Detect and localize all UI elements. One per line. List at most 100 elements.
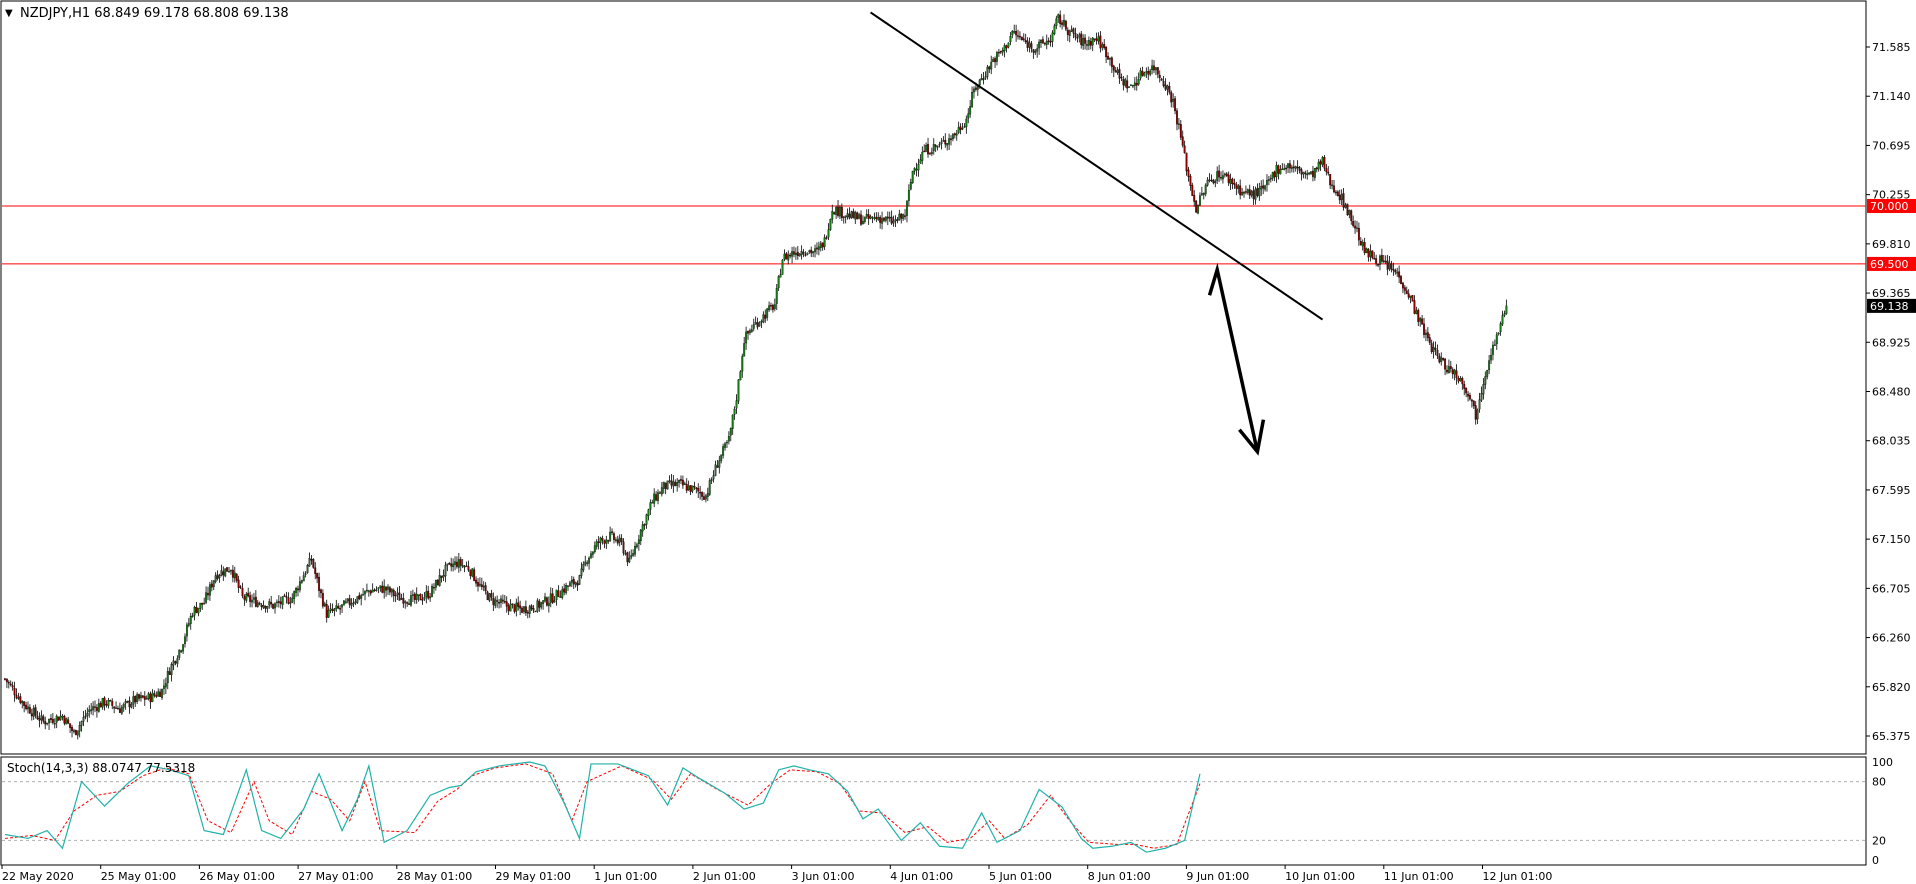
candle-body[interactable] — [27, 706, 29, 710]
candle-body[interactable] — [1415, 310, 1418, 315]
candle-body[interactable] — [1174, 98, 1177, 112]
candle-body[interactable] — [1469, 394, 1471, 400]
candle-body[interactable] — [1026, 40, 1029, 48]
candle-body[interactable] — [555, 589, 558, 601]
candle-body[interactable] — [1457, 378, 1460, 382]
candle-body[interactable] — [831, 211, 834, 220]
candle-body[interactable] — [697, 488, 700, 492]
candle-body[interactable] — [310, 559, 313, 561]
candle-body[interactable] — [496, 600, 499, 602]
candle-body[interactable] — [1417, 309, 1420, 322]
candle-body[interactable] — [1053, 25, 1056, 35]
candle-body[interactable] — [928, 153, 931, 155]
candle-body[interactable] — [1321, 157, 1324, 165]
candle-body[interactable] — [906, 200, 908, 216]
candle-body[interactable] — [358, 595, 361, 600]
candle-body[interactable] — [189, 616, 192, 624]
candle-body[interactable] — [1434, 347, 1437, 350]
candle-body[interactable] — [417, 594, 420, 596]
candle-body[interactable] — [270, 602, 273, 605]
candle-body[interactable] — [295, 588, 298, 593]
candle-body[interactable] — [486, 591, 489, 600]
candle-body[interactable] — [1453, 369, 1456, 375]
candle-body[interactable] — [440, 575, 443, 578]
candle-body[interactable] — [618, 537, 621, 543]
candle-body[interactable] — [768, 305, 771, 311]
candle-body[interactable] — [482, 585, 485, 588]
candle-body[interactable] — [536, 600, 539, 612]
candle-body[interactable] — [385, 586, 388, 591]
candle-body[interactable] — [894, 219, 897, 222]
candle-body[interactable] — [743, 343, 746, 357]
candle-body[interactable] — [302, 575, 305, 582]
candle-body[interactable] — [588, 557, 591, 564]
candle-body[interactable] — [1459, 378, 1462, 381]
candle-body[interactable] — [157, 691, 160, 697]
candle-body[interactable] — [433, 587, 435, 589]
candle-body[interactable] — [590, 553, 592, 558]
candle-body[interactable] — [586, 562, 589, 564]
candle-body[interactable] — [547, 602, 550, 607]
candle-body[interactable] — [145, 698, 148, 700]
candle-body[interactable] — [103, 697, 106, 706]
candle-body[interactable] — [1310, 171, 1312, 174]
candle-body[interactable] — [545, 597, 548, 606]
candle-body[interactable] — [1444, 358, 1447, 370]
candle-body[interactable] — [718, 460, 721, 468]
candle-body[interactable] — [503, 601, 506, 603]
stoch-main-line[interactable] — [4, 761, 1201, 853]
candle-body[interactable] — [331, 609, 334, 612]
candle-body[interactable] — [1170, 92, 1173, 103]
candle-body[interactable] — [890, 216, 893, 224]
candle-body[interactable] — [1436, 350, 1439, 356]
candle-body[interactable] — [174, 661, 177, 664]
candle-body[interactable] — [932, 144, 935, 152]
candle-body[interactable] — [375, 589, 378, 591]
candle-body[interactable] — [748, 330, 751, 333]
candle-body[interactable] — [703, 496, 705, 500]
candle-body[interactable] — [854, 212, 857, 220]
candle-body[interactable] — [429, 596, 432, 599]
candle-body[interactable] — [860, 214, 862, 225]
candle-body[interactable] — [457, 559, 460, 568]
candle-body[interactable] — [919, 159, 922, 164]
candle-body[interactable] — [1392, 269, 1395, 271]
candle-body[interactable] — [72, 730, 75, 732]
candle-body[interactable] — [800, 251, 803, 255]
candle-body[interactable] — [498, 602, 501, 604]
candle-body[interactable] — [814, 248, 816, 253]
candle-body[interactable] — [779, 274, 782, 278]
candle-body[interactable] — [900, 213, 903, 219]
candle-body[interactable] — [1428, 337, 1431, 343]
candle-body[interactable] — [1283, 168, 1286, 170]
candle-body[interactable] — [1359, 241, 1362, 246]
candle-body[interactable] — [153, 693, 156, 696]
candle-body[interactable] — [233, 572, 236, 579]
candle-body[interactable] — [1107, 56, 1109, 60]
candle-body[interactable] — [1356, 227, 1358, 229]
candle-body[interactable] — [760, 321, 763, 323]
candle-body[interactable] — [632, 553, 635, 556]
candle-body[interactable] — [1162, 81, 1165, 86]
candle-body[interactable] — [904, 215, 907, 217]
candle-body[interactable] — [1252, 190, 1255, 199]
candle-body[interactable] — [957, 127, 960, 133]
candle-body[interactable] — [99, 703, 102, 708]
candle-body[interactable] — [1156, 67, 1159, 75]
candle-body[interactable] — [1421, 318, 1424, 325]
candle-body[interactable] — [287, 597, 290, 604]
candle-body[interactable] — [668, 480, 671, 482]
candle-body[interactable] — [1168, 86, 1171, 93]
candle-body[interactable] — [877, 217, 880, 220]
candle-body[interactable] — [478, 583, 481, 586]
candle-body[interactable] — [350, 603, 353, 606]
candle-body[interactable] — [1210, 179, 1213, 182]
candle-body[interactable] — [500, 598, 502, 603]
candle-body[interactable] — [752, 324, 755, 329]
candle-body[interactable] — [264, 605, 267, 609]
candle-body[interactable] — [484, 585, 487, 592]
candle-body[interactable] — [1019, 35, 1021, 38]
candle-body[interactable] — [1344, 204, 1347, 208]
candle-body[interactable] — [195, 607, 198, 613]
candle-body[interactable] — [1101, 44, 1104, 48]
